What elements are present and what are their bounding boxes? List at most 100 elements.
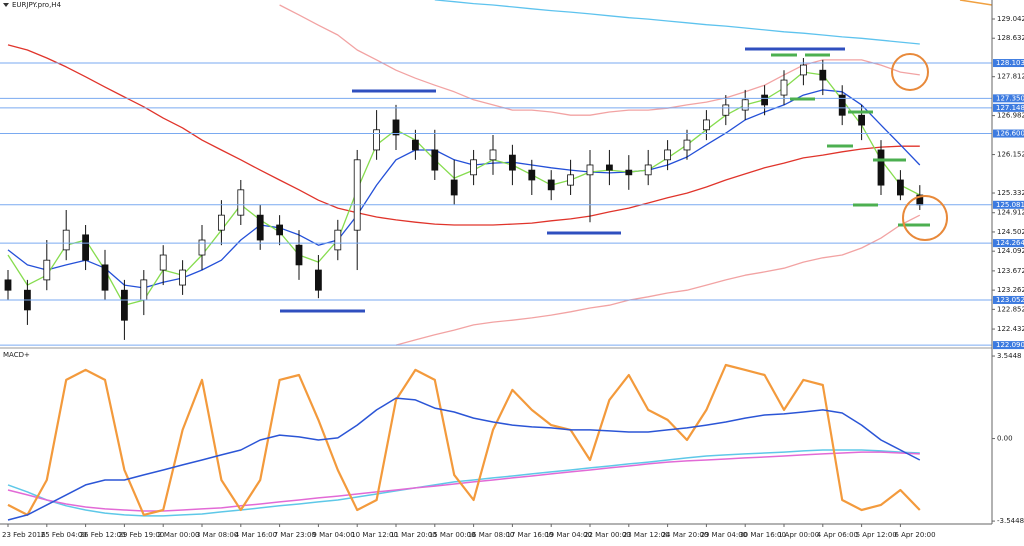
y-tick-label: 128.632 (997, 34, 1024, 42)
candle-body (897, 179, 904, 196)
indicator-label: MACD+ (3, 351, 30, 359)
candle-body (800, 64, 807, 76)
candle-body (4, 279, 12, 291)
candle-body (819, 69, 827, 81)
candle-body (237, 189, 245, 216)
x-tick-label: 29 Mar 04:00 (700, 531, 747, 539)
y-tick-label: 124.912 (997, 209, 1024, 217)
candle-body (489, 149, 497, 161)
candle-body (140, 279, 148, 301)
x-tick-label: 1 Apr 00:00 (778, 531, 819, 539)
y-tick-label: 124.092 (997, 247, 1024, 255)
y-tick-label: 124.502 (997, 228, 1024, 236)
candle-body (43, 259, 51, 281)
y-tick-label: -3.5448 (997, 517, 1024, 525)
x-tick-label: 11 Mar 20:00 (390, 531, 437, 539)
x-tick-label: 23 Mar 12:00 (623, 531, 670, 539)
x-tick-label: 25 Feb 04:00 (41, 531, 87, 539)
level-label: 124.264 (996, 239, 1024, 247)
y-tick-label: 129.042 (997, 15, 1024, 23)
x-tick-label: 4 Apr 06:00 (817, 531, 858, 539)
x-tick-label: 3 Mar 08:00 (196, 531, 238, 539)
y-tick-label: 123.672 (997, 267, 1024, 275)
x-tick-label: 15 Mar 00:00 (429, 531, 476, 539)
x-tick-label: 6 Apr 20:00 (894, 531, 935, 539)
indicator-line (395, 214, 921, 346)
candle-body (741, 99, 749, 111)
candle-body (450, 179, 458, 196)
x-tick-label: 30 Mar 16:00 (739, 531, 786, 539)
x-tick-label: 9 Mar 04:00 (312, 531, 354, 539)
candle-body (314, 269, 322, 291)
level-tag (993, 59, 1024, 68)
candle-body (179, 269, 187, 286)
candle-body (198, 239, 206, 256)
level-tag (993, 295, 1024, 304)
symbol-label: EURJPY.pro,H4 (12, 1, 62, 9)
candle-body (547, 179, 555, 191)
level-tag (993, 200, 1024, 209)
candle-body (586, 164, 594, 176)
x-tick-label: 19 Mar 04:00 (545, 531, 592, 539)
level-tag (993, 129, 1024, 138)
level-label: 127.350 (996, 94, 1024, 102)
dropdown-icon[interactable] (3, 3, 9, 7)
x-tick-label: 23 Feb 2016 (2, 531, 46, 539)
x-tick-label: 4 Mar 16:00 (235, 531, 277, 539)
x-tick-label: 5 Apr 12:00 (856, 531, 897, 539)
y-tick-label: 125.332 (997, 189, 1024, 197)
x-tick-label: 10 Mar 12:00 (351, 531, 398, 539)
candle-body (411, 139, 419, 151)
candle-body (508, 154, 516, 171)
indicator-line (7, 44, 920, 226)
highlight-circle (891, 53, 929, 91)
level-label: 123.052 (996, 296, 1024, 304)
y-tick-label: 3.5448 (997, 352, 1022, 360)
candle-body (838, 94, 846, 116)
indicator-line (7, 363, 921, 516)
candle-body (276, 224, 284, 236)
x-tick-label: 17 Mar 16:00 (506, 531, 553, 539)
indicator-line (7, 449, 920, 517)
y-tick-label: 122.852 (997, 305, 1024, 313)
candle-body (392, 119, 400, 136)
drawing-objects (280, 0, 993, 313)
indicator-line (7, 397, 921, 521)
y-tick-label: 126.152 (997, 151, 1024, 159)
y-tick-label: 127.812 (997, 73, 1024, 81)
candle-body (703, 119, 710, 131)
level-tag (993, 341, 1024, 350)
candle-body (217, 214, 225, 231)
level-label: 125.081 (996, 201, 1024, 209)
candle-body (761, 94, 768, 106)
level-tag (993, 239, 1024, 248)
candle-body (877, 149, 885, 186)
candle-body (373, 129, 381, 151)
candle-body (625, 169, 633, 176)
candle-body (606, 164, 613, 171)
indicator-line (434, 0, 920, 45)
x-tick-label: 29 Feb 19:00 (118, 531, 164, 539)
candle-body (528, 169, 536, 181)
level-label: 127.148 (996, 104, 1024, 112)
indicator-line (7, 89, 921, 289)
candle-body (159, 254, 167, 271)
candle-body (780, 79, 788, 96)
level-tag (993, 94, 1024, 103)
candle-body (62, 229, 70, 251)
candle-body (295, 244, 303, 266)
candle-body (722, 104, 730, 116)
candle-body (644, 164, 652, 176)
level-tag (993, 103, 1024, 112)
y-tick-label: 123.262 (997, 286, 1024, 294)
candle-body (858, 114, 865, 126)
x-tick-label: 16 Mar 08:00 (468, 531, 515, 539)
candle-body (683, 139, 691, 151)
candle-body (431, 149, 439, 171)
x-tick-label: 22 Mar 00:00 (584, 531, 631, 539)
x-tick-label: 26 Feb 12:00 (80, 531, 126, 539)
x-tick-label: 2 Mar 00:00 (157, 531, 199, 539)
